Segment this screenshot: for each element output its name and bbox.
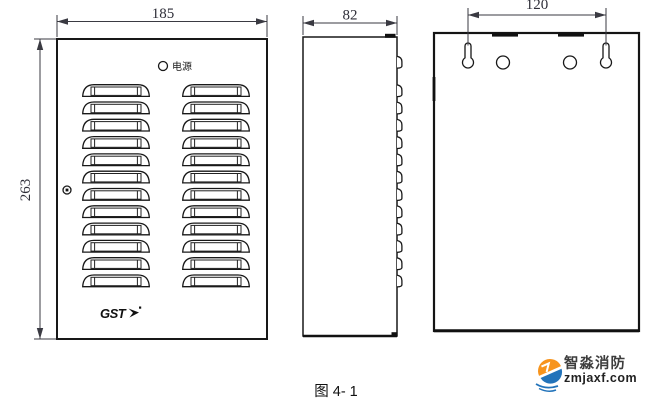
louver [82, 205, 150, 219]
louver [82, 84, 150, 98]
watermark-brand-name: 智淼消防 [564, 354, 626, 372]
louver-bump [396, 239, 403, 253]
side-view [302, 33, 403, 338]
louver-bump [396, 205, 403, 219]
louver [82, 222, 150, 236]
louver-bump [396, 101, 403, 115]
front-view: 电源 [56, 38, 268, 340]
brand-logo: GST [100, 306, 142, 321]
figure-caption: 图 4- 1 [314, 384, 358, 400]
louver [182, 84, 250, 98]
louver [82, 239, 150, 253]
louver [82, 187, 150, 201]
louver [82, 153, 150, 167]
back-top-slot [558, 33, 584, 37]
cable-hole-icon [562, 55, 578, 70]
louver [82, 170, 150, 184]
dim-front-width: 185 [56, 6, 268, 37]
side-louver-bumps [396, 55, 403, 288]
louver [82, 118, 150, 132]
back-view [432, 31, 641, 333]
louver-bump [396, 274, 403, 288]
louver [182, 222, 250, 236]
louver-bump [396, 84, 403, 98]
louver [182, 274, 250, 288]
louver-bump [396, 136, 403, 150]
louver [182, 187, 250, 201]
louver-bump [396, 170, 403, 184]
dim-hole-spacing-value: 120 [526, 0, 549, 13]
dim-front-width-value: 185 [152, 6, 175, 22]
watermark-logo-icon [538, 359, 563, 384]
louver-bump [396, 55, 403, 69]
dim-side-depth: 82 [302, 8, 398, 35]
louver [182, 101, 250, 115]
back-panel-outline [432, 31, 641, 333]
power-led-label: 电源 [172, 60, 192, 73]
louver [182, 135, 250, 149]
watermark-website: zmjaxf.com [564, 371, 637, 385]
dim-front-height-value: 263 [18, 179, 34, 202]
brand-logo-mark-icon [128, 308, 139, 318]
panel-screw-icon [62, 185, 72, 195]
louver [182, 205, 250, 219]
louver-bump [396, 222, 403, 236]
louver [182, 118, 250, 132]
back-left-slot [432, 77, 436, 101]
louver [182, 170, 250, 184]
louver [182, 257, 250, 271]
louver-bump [396, 118, 403, 132]
side-bottom-notch [391, 332, 398, 337]
side-top-notch [385, 33, 396, 38]
louver-bump [396, 257, 403, 271]
louver [82, 274, 150, 288]
louver-bump [396, 187, 403, 202]
cable-hole-icon [495, 55, 511, 70]
louver [82, 101, 150, 115]
louver [182, 239, 250, 253]
dim-hole-spacing: 120 [467, 0, 607, 46]
louver [82, 135, 150, 149]
brand-logo-registered-mark [139, 306, 142, 309]
louver [82, 257, 150, 271]
dim-front-height: 263 [18, 38, 56, 340]
louver-bump [396, 153, 403, 167]
power-indicator: 电源 [157, 60, 192, 73]
power-led-icon [157, 60, 169, 72]
brand-logo-text: GST [100, 306, 127, 321]
louver [182, 153, 250, 167]
back-top-slot [492, 33, 518, 37]
side-panel-outline [302, 36, 398, 337]
dim-side-depth-value: 82 [343, 8, 358, 24]
watermark: 智淼消防 zmjaxf.com [535, 354, 637, 392]
